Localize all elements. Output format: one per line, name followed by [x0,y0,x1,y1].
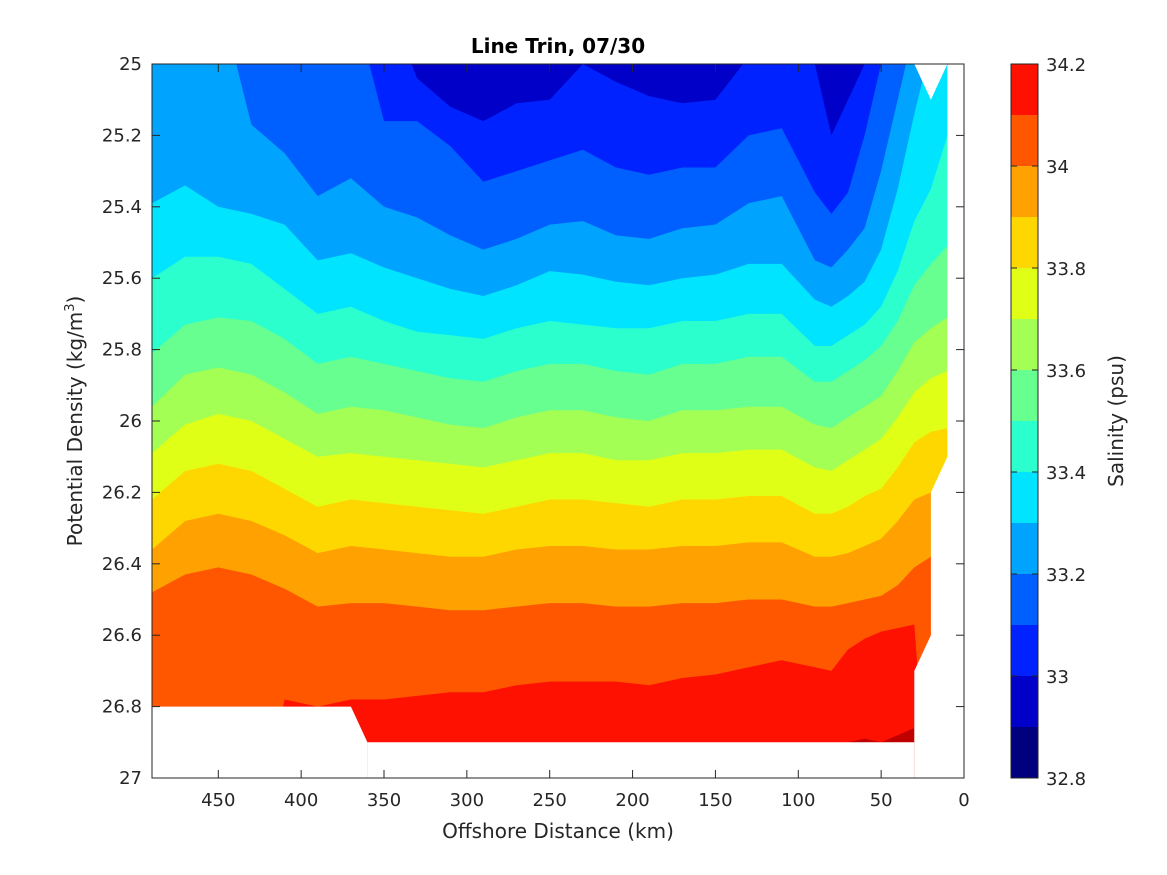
y-axis-label-superscript: 3 [63,303,78,311]
colorbar-tick-label: 34 [1046,157,1069,178]
no-data-masks [152,64,964,778]
y-tick-label: 25.2 [102,125,142,146]
x-tick-label: 50 [870,790,893,811]
x-tick-label: 450 [201,790,235,811]
colorbar-segment [1011,676,1038,727]
y-tick-label: 25.6 [102,268,142,289]
y-tick-label: 25.4 [102,197,142,218]
y-tick-label: 26 [119,411,142,432]
colorbar-tick-label: 33.4 [1046,463,1086,484]
x-tick-label: 400 [284,790,318,811]
y-axis-label-main: Potential Density (kg/m [63,312,87,547]
colorbar-ticks: 34.2 34 33.8 33.6 33.4 33.2 33 32.8 [1011,55,1086,790]
colorbar-segment [1011,370,1038,421]
colorbar-segment [1011,319,1038,370]
colorbar-segment [1011,472,1038,523]
x-tick-label: 0 [958,790,969,811]
colorbar-segment [1011,115,1038,166]
y-tick-label: 25 [119,54,142,75]
y-tick-label: 26.4 [102,554,142,575]
colorbar-segment [1011,64,1038,115]
x-tick-label: 350 [367,790,401,811]
colorbar-tick-label: 33 [1046,667,1069,688]
colorbar-segment [1011,625,1038,676]
colorbar [1010,63,1039,779]
x-tick-label: 250 [533,790,567,811]
colorbar-segment [1011,166,1038,217]
x-axis: 450 400 350 300 250 200 150 100 50 0 [201,64,970,811]
no-data-bottom-below-contours [367,742,915,778]
chart-title: Line Trin, 07/30 [471,34,645,58]
colorbar-segment [1011,421,1038,472]
colorbar-segment [1011,523,1038,574]
x-tick-label: 100 [781,790,815,811]
colorbar-segment [1011,574,1038,625]
x-tick-label: 300 [450,790,484,811]
x-tick-label: 200 [615,790,649,811]
colorbar-tick-label: 33.8 [1046,259,1086,280]
y-tick-label: 25.8 [102,340,142,361]
y-tick-label: 26.8 [102,697,142,718]
contour-band-34.1 [267,624,926,778]
y-axis-label-close: ) [63,296,87,304]
y-axis: 25 25.2 25.4 25.6 25.8 26 26.2 26.4 26.6 26.8 27 [102,54,964,789]
no-data-right-edge [914,64,948,100]
colorbar-segment [1011,217,1038,268]
plot-area [152,64,964,778]
no-data-right-strip [914,64,964,778]
colorbar-tick-label: 33.6 [1046,361,1086,382]
colorbar-tick-label: 33.2 [1046,565,1086,586]
colorbar-segment [1011,268,1038,319]
y-tick-label: 26.6 [102,625,142,646]
contour-fills [152,64,964,778]
y-tick-label: 27 [119,768,142,789]
colorbar-tick-label: 32.8 [1046,769,1086,790]
x-axis-label: Offshore Distance (km) [442,819,674,843]
colorbar-label: Salinity (psu) [1104,355,1128,487]
y-tick-label: 26.2 [102,482,142,503]
no-data-bottom-left [152,706,368,778]
colorbar-frame [1010,63,1039,779]
colorbar-tick-label: 34.2 [1046,55,1086,76]
y-axis-label: Potential Density (kg/m3) [63,296,87,547]
colorbar-segment [1011,727,1038,778]
x-tick-label: 150 [698,790,732,811]
